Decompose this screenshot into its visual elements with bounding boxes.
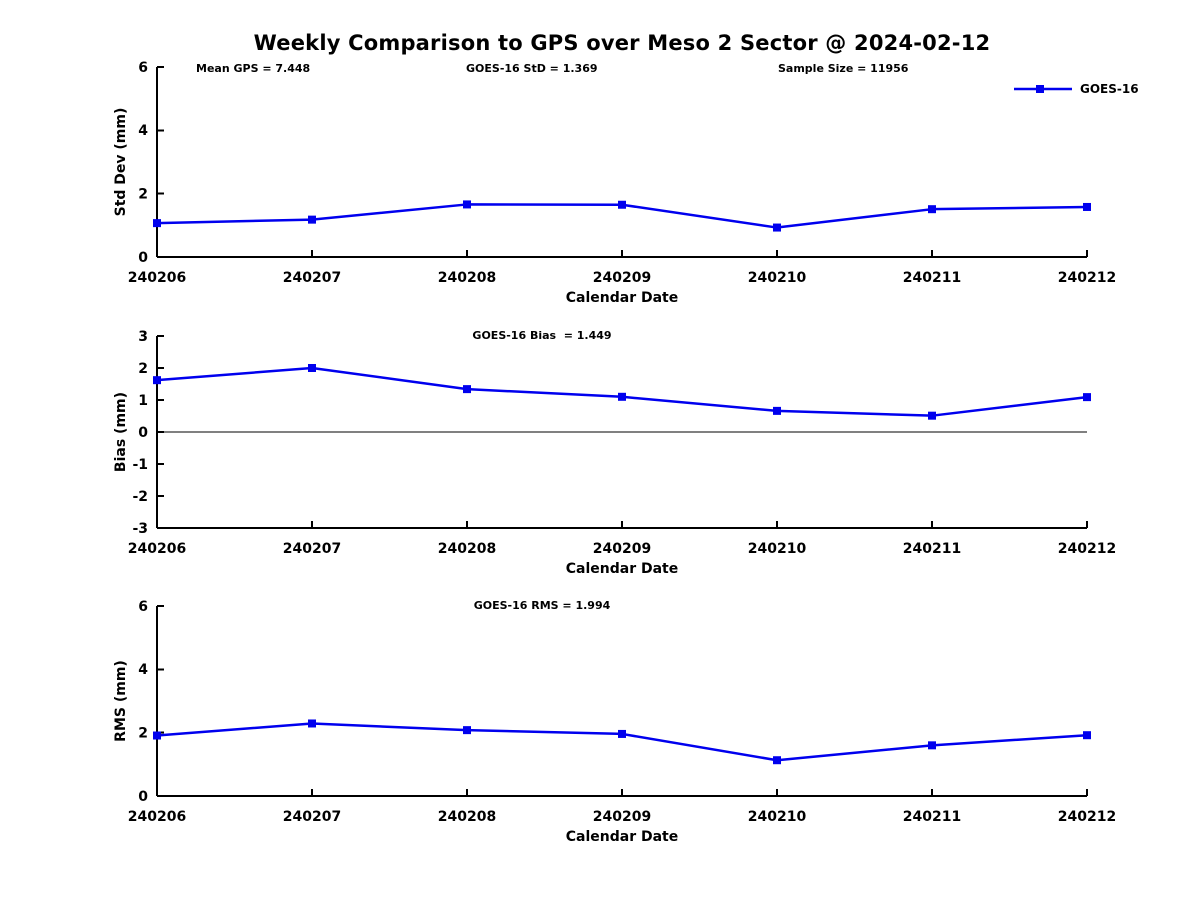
svg-text:240206: 240206 — [128, 270, 186, 286]
stat-sample-size: Sample Size = 11956 — [778, 62, 909, 75]
svg-text:240211: 240211 — [903, 541, 961, 557]
svg-text:-2: -2 — [132, 489, 148, 505]
svg-text:240211: 240211 — [903, 809, 961, 825]
annotation-rms: GOES-16 RMS = 1.994 — [473, 599, 611, 612]
legend: GOES-16 — [1014, 82, 1139, 96]
stddev-axes — [156, 66, 1088, 258]
svg-text:0: 0 — [138, 425, 148, 441]
svg-text:240212: 240212 — [1058, 541, 1116, 557]
svg-text:240207: 240207 — [283, 809, 341, 825]
svg-text:240208: 240208 — [438, 541, 496, 557]
bias-series-line — [155, 366, 1089, 417]
svg-text:240206: 240206 — [128, 541, 186, 557]
svg-text:1: 1 — [138, 393, 148, 409]
svg-text:0: 0 — [138, 789, 148, 805]
svg-text:240208: 240208 — [438, 809, 496, 825]
x-axis-label-rms: Calendar Date — [565, 829, 679, 845]
svg-text:4: 4 — [138, 123, 148, 139]
svg-text:240207: 240207 — [283, 270, 341, 286]
stat-mean-gps: Mean GPS = 7.448 — [196, 62, 311, 75]
annotation-bias: GOES-16 Bias = 1.449 — [472, 329, 612, 342]
svg-text:240210: 240210 — [748, 809, 807, 825]
stat-goes16-std: GOES-16 StD = 1.369 — [466, 62, 598, 75]
rms-series-markers — [153, 719, 1091, 765]
svg-text:240209: 240209 — [593, 541, 651, 557]
svg-text:2: 2 — [138, 361, 148, 377]
svg-text:6: 6 — [138, 60, 148, 76]
svg-text:240212: 240212 — [1058, 809, 1116, 825]
svg-text:0: 0 — [138, 250, 148, 266]
bias-series-markers — [153, 364, 1091, 420]
svg-text:2: 2 — [138, 187, 148, 203]
y-axis-label-bias: Bias (mm) — [113, 391, 129, 473]
x-axis-label-stddev: Calendar Date — [565, 290, 679, 306]
stddev-series-markers — [153, 200, 1091, 232]
subplot-bias: -3 -2 -1 0 1 2 3 240206 240207 240208 240209 240210… — [128, 329, 1116, 557]
svg-text:240212: 240212 — [1058, 270, 1116, 286]
rms-axes — [156, 605, 1088, 797]
y-axis-label-stddev: Std Dev (mm) — [113, 107, 129, 217]
chart-title: Weekly Comparison to GPS over Meso 2 Sec… — [253, 31, 991, 55]
svg-text:-1: -1 — [132, 457, 148, 473]
svg-text:240211: 240211 — [903, 270, 961, 286]
subplot-rms: 0 2 4 6 240206 240207 240208 240209 240210 240211… — [128, 599, 1116, 825]
rms-series-line — [155, 722, 1089, 762]
y-axis-label-rms: RMS (mm) — [113, 660, 129, 742]
svg-text:240208: 240208 — [438, 270, 496, 286]
legend-label: GOES-16 — [1080, 82, 1139, 96]
subplot-stddev: 0 2 4 6 240206 240207 240208 240209 240210 240211… — [128, 60, 1116, 286]
svg-text:240207: 240207 — [283, 541, 341, 557]
x-axis-label-bias: Calendar Date — [565, 561, 679, 577]
svg-text:4: 4 — [138, 662, 148, 678]
svg-text:2: 2 — [138, 726, 148, 742]
svg-text:240206: 240206 — [128, 809, 186, 825]
svg-text:240209: 240209 — [593, 270, 651, 286]
svg-text:240210: 240210 — [748, 270, 807, 286]
svg-text:240210: 240210 — [748, 541, 807, 557]
legend-line-marker-icon — [1014, 85, 1072, 93]
svg-text:-3: -3 — [132, 521, 148, 537]
svg-text:3: 3 — [138, 329, 148, 345]
svg-text:6: 6 — [138, 599, 148, 615]
svg-text:240209: 240209 — [593, 809, 651, 825]
